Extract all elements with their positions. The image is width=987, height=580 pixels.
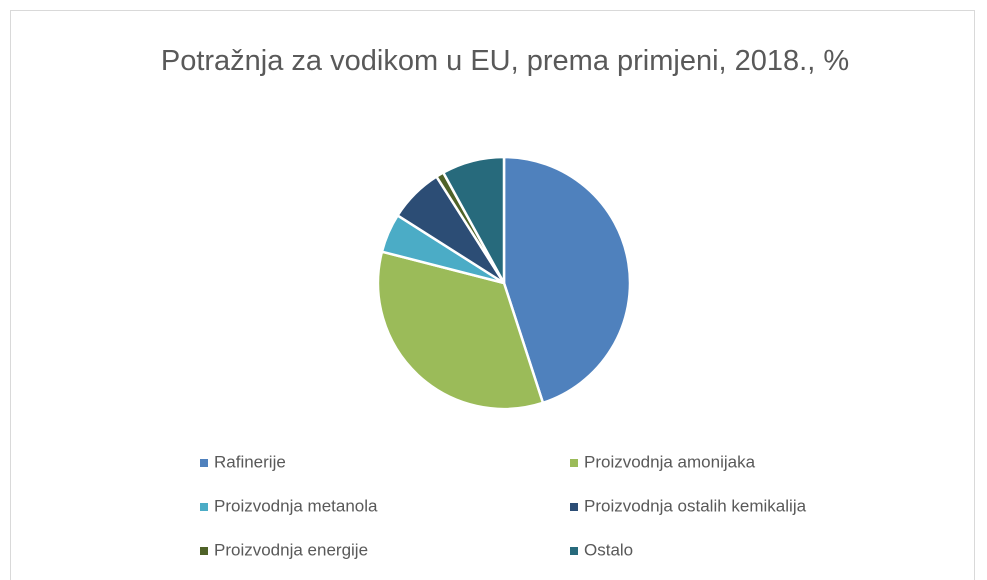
legend-label: Ostalo: [584, 540, 633, 559]
legend-swatch: [200, 459, 208, 467]
legend-swatch: [200, 547, 208, 555]
legend-label: Rafinerije: [214, 452, 286, 471]
legend-swatch: [570, 547, 578, 555]
pie-slice: [502, 155, 632, 405]
legend-swatch: [570, 459, 578, 467]
pie-slice: [441, 155, 506, 284]
legend-label: Proizvodnja amonijaka: [584, 452, 756, 471]
legend-swatch: [200, 503, 208, 511]
chart-frame: [10, 10, 975, 580]
legend-label: Proizvodnja metanola: [214, 496, 378, 515]
pie-slice: [376, 250, 545, 411]
legend-label: Proizvodnja ostalih kemikalija: [584, 496, 807, 515]
legend-label: Proizvodnja energije: [214, 540, 368, 559]
legend-swatch: [570, 503, 578, 511]
chart-title: Potražnja za vodikom u EU, prema primjen…: [160, 45, 850, 77]
